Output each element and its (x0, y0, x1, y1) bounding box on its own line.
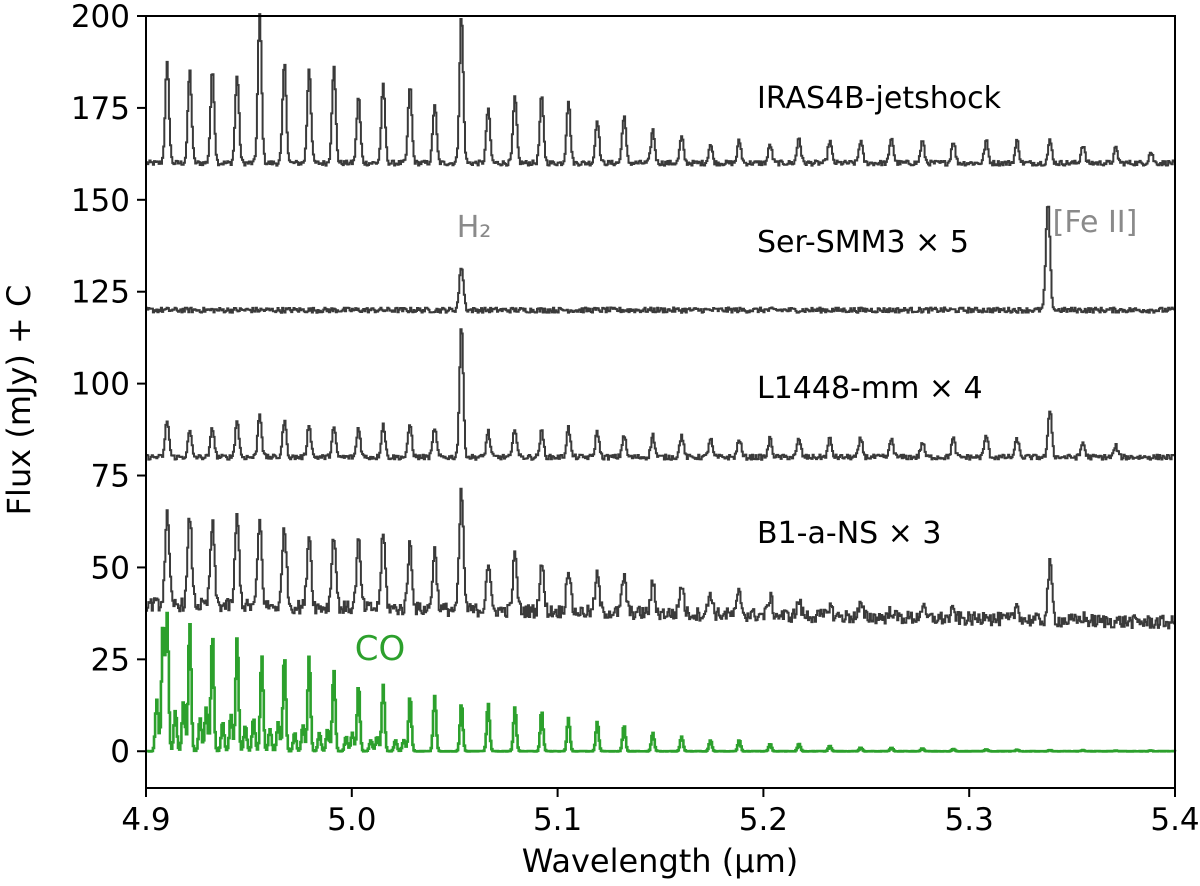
series-label-b1-a-ns: B1-a-NS × 3 (757, 516, 941, 551)
x-tick-label: 5.4 (1150, 802, 1199, 838)
y-tick-label: 50 (91, 550, 130, 586)
x-axis-label: Wavelength (μm) (522, 842, 799, 880)
x-tick-label: 5.1 (533, 802, 582, 838)
y-tick-label: 75 (91, 459, 130, 495)
y-tick-label: 100 (71, 367, 130, 403)
series-b1-a-ns (146, 487, 1176, 630)
plot-frame (145, 15, 1176, 789)
series-iras4b-jetshock (146, 13, 1176, 167)
series-layer (146, 13, 1177, 753)
series-l1448-mm (146, 328, 1176, 461)
annotation-co: CO (355, 629, 406, 669)
y-tick-label: 0 (110, 734, 130, 770)
x-axis: 4.9 5.0 5.1 5.2 5.3 5.4 (121, 788, 1200, 838)
x-tick-label: 4.9 (121, 802, 170, 838)
y-tick-label: 200 (71, 0, 130, 35)
y-tick-label: 25 (91, 642, 130, 678)
x-tick-label: 5.2 (739, 802, 788, 838)
y-axis: 0 25 50 75 100 125 150 175 200 (71, 0, 146, 770)
x-tick-label: 5.3 (945, 802, 994, 838)
series-label-iras4b: IRAS4B-jetshock (757, 81, 1002, 116)
annotation-fe-ii: [Fe II] (1053, 205, 1138, 240)
y-tick-label: 150 (71, 183, 130, 219)
series-co-model (146, 611, 1177, 753)
annotation-h2: H₂ (457, 210, 492, 245)
series-label-l1448: L1448-mm × 4 (757, 371, 983, 406)
y-tick-label: 175 (71, 91, 130, 127)
y-axis-label: Flux (mJy) + C (0, 285, 38, 516)
x-tick-label: 5.0 (327, 802, 376, 838)
y-tick-label: 125 (71, 275, 130, 311)
series-label-ser-smm3: Ser-SMM3 × 5 (757, 225, 969, 260)
series-ser-smm3 (146, 205, 1176, 314)
